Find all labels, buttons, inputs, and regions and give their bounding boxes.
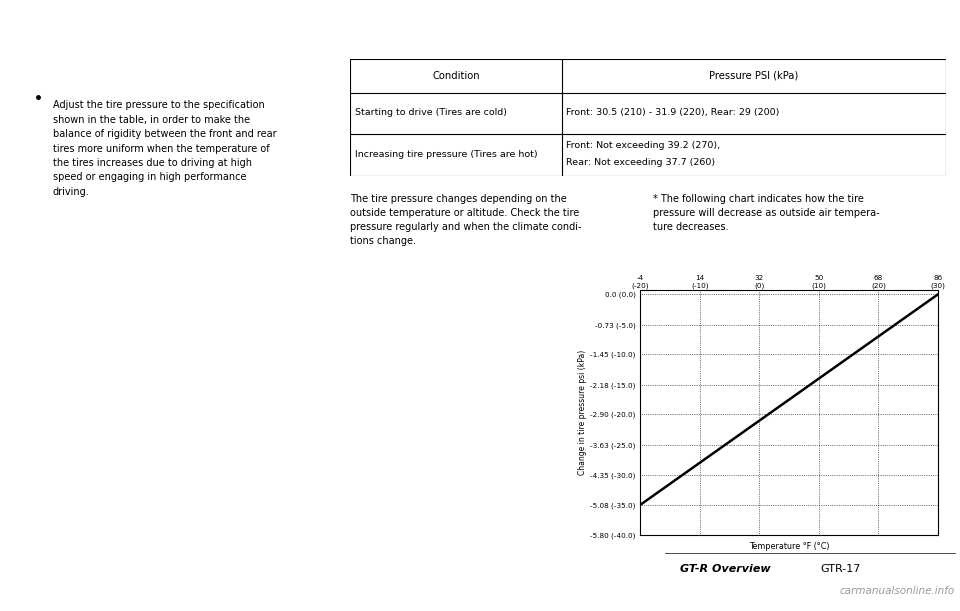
Text: GTR-17: GTR-17	[820, 564, 860, 574]
X-axis label: Temperature °F (°C): Temperature °F (°C)	[749, 543, 829, 551]
Text: tions change.: tions change.	[350, 236, 417, 246]
Text: Starting to drive (Tires are cold): Starting to drive (Tires are cold)	[355, 108, 507, 117]
Text: outside temperature or altitude. Check the tire: outside temperature or altitude. Check t…	[350, 208, 580, 218]
Text: GT-R Overview: GT-R Overview	[680, 564, 771, 574]
Text: Condition: Condition	[432, 71, 480, 81]
Text: pressure regularly and when the climate condi-: pressure regularly and when the climate …	[350, 222, 582, 232]
Text: The tire pressure changes depending on the: The tire pressure changes depending on t…	[350, 194, 567, 204]
Text: Front: Not exceeding 39.2 (270),: Front: Not exceeding 39.2 (270),	[566, 141, 721, 150]
Text: driving.: driving.	[53, 187, 89, 197]
Text: Pressure PSI (kPa): Pressure PSI (kPa)	[709, 71, 798, 81]
Text: carmanualsonline.info: carmanualsonline.info	[840, 586, 955, 596]
Text: the tires increases due to driving at high: the tires increases due to driving at hi…	[53, 158, 252, 168]
Text: pressure will decrease as outside air tempera-: pressure will decrease as outside air te…	[653, 208, 879, 218]
Text: ture decreases.: ture decreases.	[653, 222, 729, 232]
Y-axis label: Change in tire pressure psi (kPa): Change in tire pressure psi (kPa)	[578, 350, 588, 475]
Text: * The following chart indicates how the tire: * The following chart indicates how the …	[653, 194, 864, 204]
Text: shown in the table, in order to make the: shown in the table, in order to make the	[53, 114, 250, 125]
Text: balance of rigidity between the front and rear: balance of rigidity between the front an…	[53, 129, 276, 139]
Text: Adjust the tire pressure to the specification: Adjust the tire pressure to the specific…	[53, 100, 265, 110]
Text: Rear: Not exceeding 37.7 (260): Rear: Not exceeding 37.7 (260)	[566, 158, 715, 167]
Text: tires more uniform when the temperature of: tires more uniform when the temperature …	[53, 144, 270, 153]
Text: speed or engaging in high performance: speed or engaging in high performance	[53, 172, 247, 183]
Text: Increasing tire pressure (Tires are hot): Increasing tire pressure (Tires are hot)	[355, 150, 538, 159]
Text: Front: 30.5 (210) - 31.9 (220), Rear: 29 (200): Front: 30.5 (210) - 31.9 (220), Rear: 29…	[566, 108, 780, 117]
